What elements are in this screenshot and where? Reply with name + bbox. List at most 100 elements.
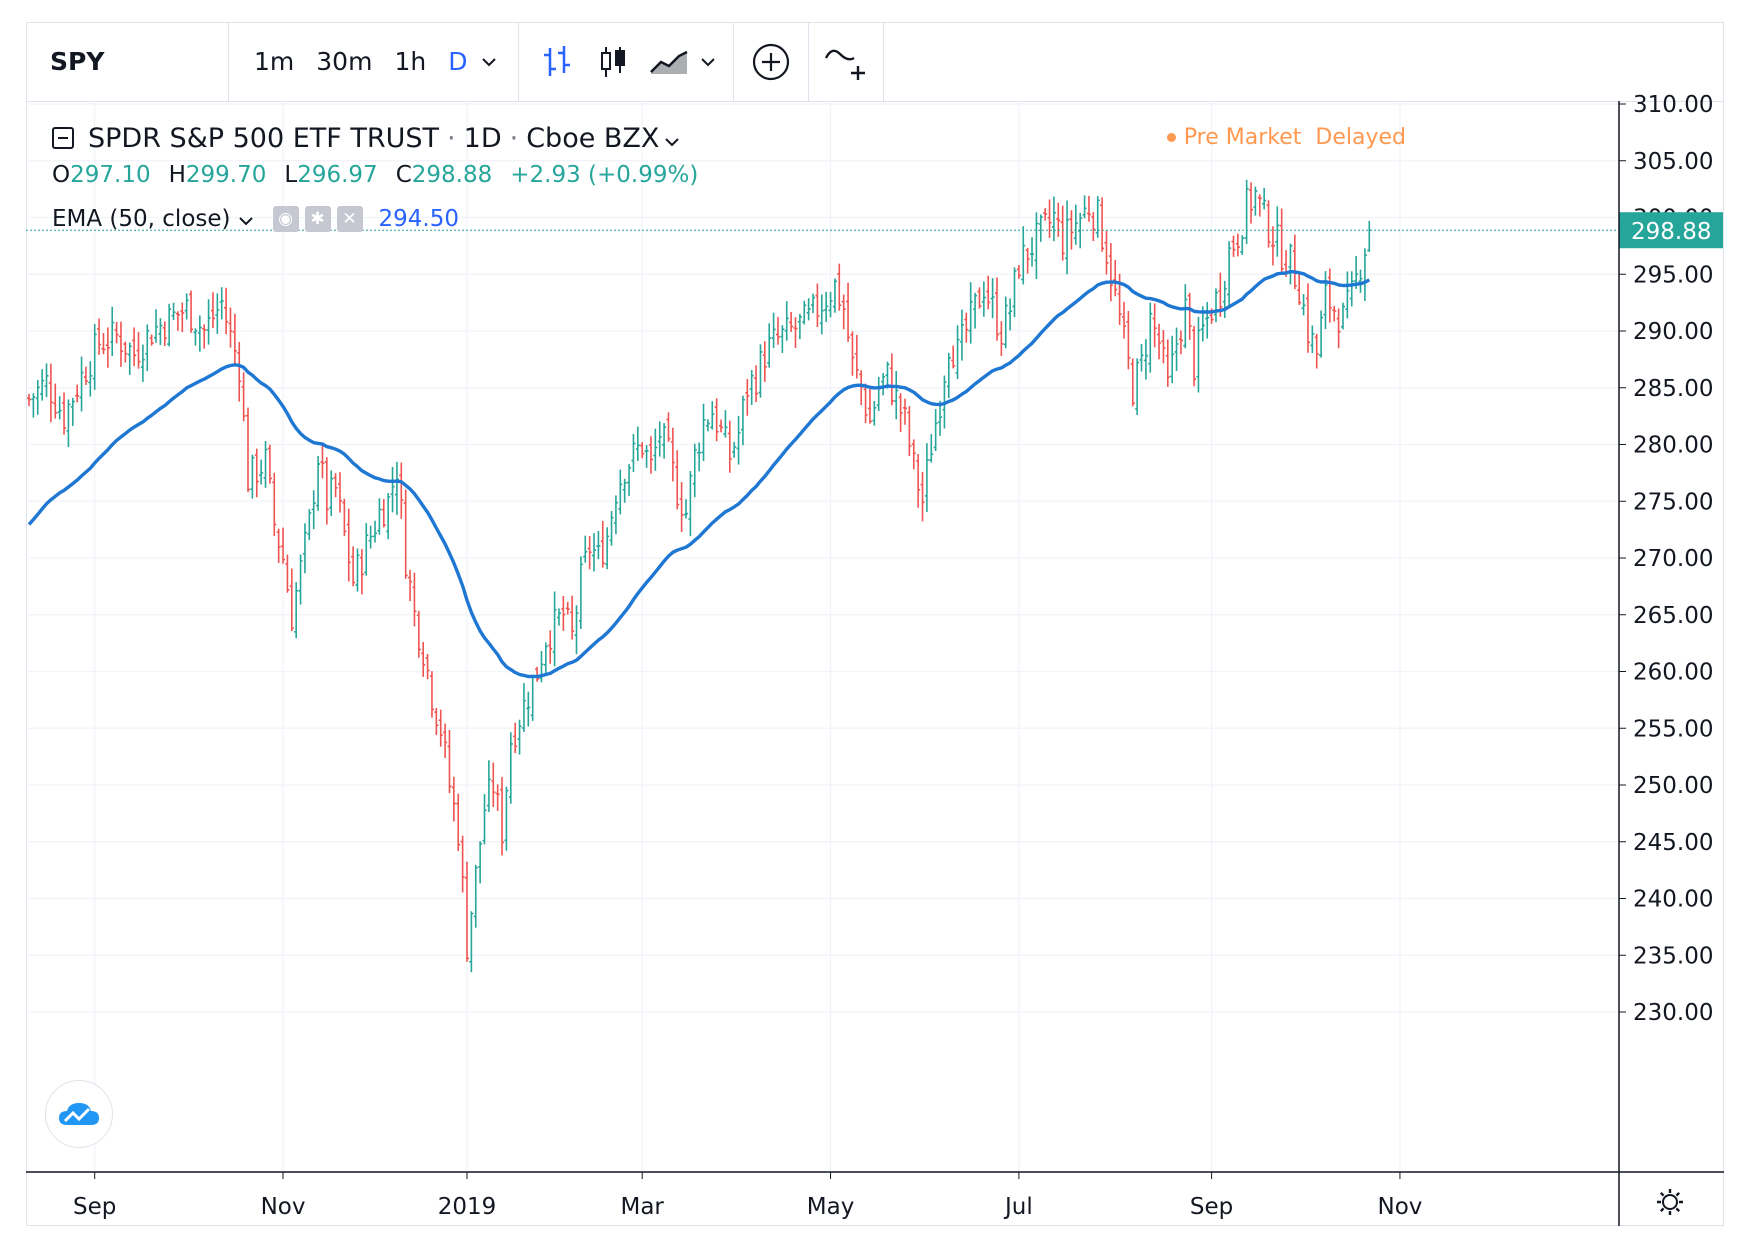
ohlc-bar [938, 400, 943, 436]
ohlc-bar [1310, 325, 1315, 354]
ohlc-bar [254, 448, 259, 498]
ohlc-bar [600, 520, 605, 568]
symbol-search-button[interactable]: SPY [50, 47, 105, 76]
price-tick-label: 255.00 [1633, 716, 1713, 742]
ohlc-bar [657, 421, 662, 457]
time-tick-label: Sep [73, 1194, 116, 1220]
ohlc-bar [670, 427, 675, 482]
time-tick-label: 2019 [438, 1194, 497, 1220]
ohlc-bar [924, 443, 929, 513]
ohlc-bar [1332, 305, 1337, 322]
bar-chart-icon[interactable] [529, 22, 585, 101]
exchange-chevron-down-icon[interactable] [665, 123, 680, 154]
price-tick-label: 260.00 [1633, 660, 1713, 686]
ohlc-bar [1060, 205, 1065, 261]
ohlc-bar [1336, 308, 1341, 349]
ohlc-bar [811, 293, 816, 314]
ohlc-bar [1297, 271, 1302, 305]
ohlc-bar [596, 531, 601, 560]
ohlc-bar [1012, 267, 1017, 318]
legend-exchange[interactable]: Cboe BZX [526, 122, 660, 154]
ohlc-bar [162, 321, 167, 346]
legend-collapse-icon[interactable] [52, 127, 74, 149]
ohlc-bar [294, 582, 299, 639]
ohlc-bar [898, 393, 903, 432]
ohlc-bar [701, 403, 706, 462]
ohlc-bar [482, 794, 487, 845]
ohlc-bar [416, 610, 421, 658]
ohlc-bar [907, 406, 912, 456]
ohlc-bar [311, 490, 316, 530]
interval-30m-button[interactable]: 30m [316, 47, 373, 76]
ohlc-bar [622, 478, 627, 503]
close-icon[interactable]: ✕ [336, 206, 363, 232]
ohlc-bar [1056, 202, 1061, 237]
ohlc-values: O 297.10 H 299.70 L 296.97 C 298.88 +2.93 (+… [52, 162, 698, 194]
compare-add-icon[interactable] [734, 22, 808, 101]
ohlc-bar [324, 457, 329, 525]
area-chart-icon[interactable] [641, 22, 697, 101]
ohlc-bar [1047, 199, 1052, 238]
ohlc-bar [298, 554, 303, 605]
ohlc-bar [1135, 358, 1140, 416]
ohlc-bar [88, 361, 93, 397]
high-label: H [168, 162, 186, 188]
indicators-icon[interactable] [809, 22, 883, 101]
ohlc-bar [1170, 335, 1175, 384]
ohlc-bar [1104, 230, 1109, 275]
ohlc-bar [1345, 271, 1350, 319]
time-tick-label: Nov [1377, 1194, 1422, 1220]
settings-gear-icon[interactable] [1650, 1187, 1690, 1217]
eye-icon[interactable]: ◉ [272, 206, 299, 232]
ohlc-bar [876, 376, 881, 411]
ohlc-bar [320, 445, 325, 479]
ohlc-bar [1305, 283, 1310, 353]
ohlc-bar [556, 608, 561, 626]
instrument-name[interactable]: SPDR S&P 500 ETF TRUST [88, 122, 440, 154]
gear-icon[interactable]: ✱ [304, 206, 331, 232]
chart-style-dropdown-chevron-icon[interactable] [697, 51, 723, 72]
ohlc-bar [946, 352, 951, 398]
ohlc-bar [1174, 327, 1179, 371]
ohlc-bar [1034, 212, 1039, 279]
ohlc-bar [1279, 208, 1284, 275]
interval-1h-button[interactable]: 1h [394, 47, 427, 76]
ohlc-bar [53, 383, 58, 419]
ohlc-bar [329, 470, 334, 517]
ohlc-bar [684, 499, 688, 519]
ohlc-bar [1327, 268, 1332, 323]
ema-name[interactable]: EMA (50, close) [52, 206, 231, 232]
ohlc-bar [1262, 187, 1267, 210]
low-value: 296.97 [297, 162, 378, 188]
ohlc-bar [75, 384, 80, 403]
ohlc-bar [732, 441, 737, 458]
toolbar-separator [733, 22, 735, 101]
ohlc-bar [486, 760, 491, 812]
open-label: O [52, 162, 71, 188]
ohlc-bar [368, 525, 373, 549]
tradingview-logo-icon[interactable] [45, 1080, 113, 1148]
ohlc-bar [1187, 292, 1192, 340]
ohlc-bar [1003, 296, 1008, 349]
ohlc-bar [373, 520, 378, 543]
interval-1m-button[interactable]: 1m [254, 47, 295, 76]
ohlc-bar [215, 293, 220, 334]
market-status: Pre Market Delayed [1166, 125, 1406, 150]
interval-d-button[interactable]: D [448, 47, 468, 76]
ohlc-bar [1157, 323, 1162, 360]
ohlc-bar [364, 523, 369, 576]
ohlc-bar [438, 709, 443, 747]
price-tick-label: 240.00 [1633, 887, 1713, 913]
ohlc-bar [526, 691, 531, 727]
ohlc-bar [1253, 186, 1258, 216]
interval-dropdown-chevron-icon[interactable] [478, 51, 504, 72]
ohlc-bar [592, 533, 597, 572]
ema-value: 294.50 [378, 206, 459, 232]
ohlc-bar [819, 294, 824, 335]
ohlc-bar [973, 292, 978, 329]
ema-chevron-down-icon[interactable] [238, 206, 253, 232]
ohlc-bar [316, 455, 321, 511]
ohlc-bar [824, 291, 829, 323]
candles-icon[interactable] [585, 22, 641, 101]
